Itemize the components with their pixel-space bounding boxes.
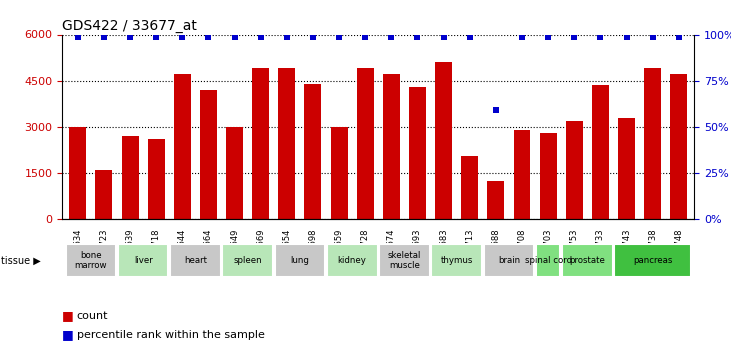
Text: bone
marrow: bone marrow [75, 251, 107, 270]
Point [151, 34, 162, 40]
Text: tissue ▶: tissue ▶ [1, 256, 41, 265]
Bar [118, 244, 168, 277]
Point [542, 34, 554, 40]
Bar [539, 133, 556, 219]
Bar [357, 68, 374, 219]
Text: GDS422 / 33677_at: GDS422 / 33677_at [62, 19, 197, 33]
Point [124, 34, 136, 40]
Bar [592, 85, 609, 219]
Point [412, 34, 423, 40]
Point [333, 34, 345, 40]
Point [98, 34, 110, 40]
Text: prostate: prostate [569, 256, 605, 265]
Bar [148, 139, 164, 219]
Point [621, 34, 632, 40]
Text: count: count [77, 311, 108, 321]
Bar [226, 127, 243, 219]
Text: ■: ■ [62, 328, 74, 341]
Bar [431, 244, 482, 277]
Text: thymus: thymus [441, 256, 473, 265]
Point [647, 34, 659, 40]
Point [360, 34, 371, 40]
Bar [66, 244, 116, 277]
Text: pancreas: pancreas [633, 256, 673, 265]
Bar [121, 136, 139, 219]
Bar [566, 121, 583, 219]
Point [516, 34, 528, 40]
Point [176, 34, 188, 40]
Bar [618, 118, 635, 219]
Text: lung: lung [290, 256, 309, 265]
Bar [252, 68, 269, 219]
Text: ■: ■ [62, 309, 74, 322]
Bar [96, 170, 113, 219]
Bar [174, 75, 191, 219]
Bar [670, 75, 687, 219]
Point [594, 34, 606, 40]
Bar [327, 244, 377, 277]
Text: kidney: kidney [338, 256, 367, 265]
Point [281, 34, 292, 40]
Point [307, 34, 319, 40]
Text: spinal cord: spinal cord [525, 256, 572, 265]
Bar [379, 244, 430, 277]
Bar [69, 127, 86, 219]
Text: skeletal
muscle: skeletal muscle [387, 251, 421, 270]
Point [569, 34, 580, 40]
Text: liver: liver [134, 256, 153, 265]
Point [202, 34, 214, 40]
Text: percentile rank within the sample: percentile rank within the sample [77, 330, 265, 339]
Bar [275, 244, 325, 277]
Bar [409, 87, 426, 219]
Point [385, 34, 397, 40]
Point [490, 107, 501, 113]
Bar [200, 90, 217, 219]
Bar [614, 244, 691, 277]
Bar [435, 62, 452, 219]
Point [72, 34, 83, 40]
Bar [383, 75, 400, 219]
Bar [461, 156, 478, 219]
Point [438, 34, 450, 40]
Bar [170, 244, 221, 277]
Text: spleen: spleen [233, 256, 262, 265]
Bar [330, 127, 348, 219]
Bar [536, 244, 561, 277]
Point [255, 34, 267, 40]
Point [229, 34, 240, 40]
Bar [305, 84, 322, 219]
Point [464, 34, 476, 40]
Bar [484, 244, 534, 277]
Point [673, 34, 685, 40]
Text: heart: heart [184, 256, 207, 265]
Bar [488, 181, 504, 219]
Bar [513, 130, 531, 219]
Bar [279, 68, 295, 219]
Text: brain: brain [498, 256, 520, 265]
Bar [562, 244, 613, 277]
Bar [644, 68, 661, 219]
Bar [222, 244, 273, 277]
